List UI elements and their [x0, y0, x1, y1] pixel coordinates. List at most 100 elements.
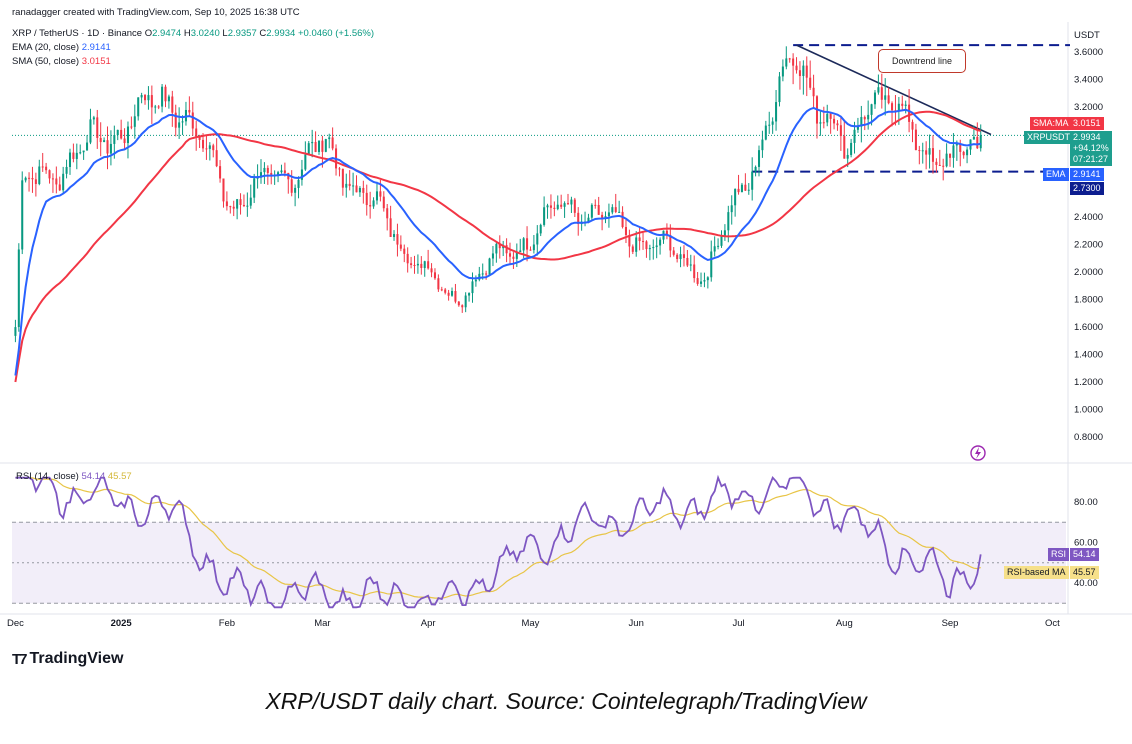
candle-body [65, 166, 68, 174]
candle-body [348, 183, 351, 187]
candle-body [836, 123, 839, 126]
candle-body [386, 208, 389, 219]
candle-body [474, 279, 477, 282]
candle-body [853, 129, 856, 143]
candle-body [519, 250, 522, 253]
downtrend-label: Downtrend line [891, 56, 953, 66]
candle-body [294, 187, 297, 193]
candle-body [328, 137, 331, 140]
candle-body [215, 150, 218, 167]
candle-body [952, 145, 955, 158]
candle-body [198, 136, 201, 140]
candle-body [659, 239, 662, 246]
candle-body [461, 305, 464, 308]
candle-body [669, 235, 672, 251]
tradingview-logo[interactable]: T7 TradingView [12, 650, 123, 668]
ema-value-badge: 2.9141 [1070, 168, 1104, 181]
price-tick-label: 1.0000 [1074, 405, 1103, 416]
close-value: 2.9934 [266, 28, 296, 39]
candle-body [290, 179, 293, 193]
candle-body [976, 136, 979, 149]
candle-body [570, 199, 573, 205]
candle-body [242, 204, 245, 206]
candle-body [324, 139, 327, 152]
sma-legend[interactable]: SMA (50, close) 3.0151 [12, 56, 111, 67]
change-value: +0.0460 (+1.56%) [297, 28, 375, 39]
candle-body [191, 112, 194, 129]
open-label: O [144, 28, 153, 39]
candle-body [689, 264, 692, 266]
rsi-legend-label: RSI (14, close) [16, 471, 79, 482]
candle-body [140, 95, 143, 98]
candle-body [768, 124, 771, 126]
candle-body [839, 125, 842, 137]
candle-body [427, 261, 430, 269]
candle-body [566, 203, 570, 205]
support-badge: 2.7300 [1070, 182, 1104, 195]
time-tick-label: Oct [1045, 618, 1060, 629]
candle-body [515, 252, 518, 259]
candle-body [638, 237, 641, 242]
time-tick-label: Jun [629, 618, 644, 629]
candle-body [597, 205, 600, 215]
candle-body [399, 244, 402, 249]
candle-body [277, 172, 280, 176]
sma-value-badge: 3.0151 [1070, 117, 1104, 130]
candles [14, 46, 982, 343]
moving-averages [14, 106, 981, 383]
rsi-legend-value: 54.14 [81, 471, 106, 482]
candle-body [246, 205, 249, 207]
price-tick-label: 3.6000 [1074, 47, 1103, 58]
candle-body [440, 289, 443, 291]
candle-body [877, 87, 880, 93]
candle-body [908, 104, 911, 122]
candle-body [253, 178, 256, 198]
candle-body [126, 126, 129, 144]
candle-body [672, 250, 675, 255]
candle-body [358, 187, 361, 193]
candle-body [116, 129, 119, 136]
candle-body [706, 277, 709, 281]
candle-body [761, 139, 764, 151]
candle-body [754, 166, 757, 172]
ema-legend-label: EMA (20, close) [12, 42, 80, 53]
candle-body [130, 126, 133, 128]
candle-body [369, 205, 372, 207]
candle-body [747, 189, 750, 191]
candle-body [352, 185, 355, 187]
candle-body [161, 86, 164, 107]
candle-body [949, 153, 952, 158]
candle-body [430, 268, 433, 273]
candle-body [911, 121, 914, 130]
candle-body [45, 166, 48, 171]
candle-body [201, 139, 205, 149]
rsi-pane [12, 474, 1066, 609]
candle-body [604, 216, 607, 218]
candle-body [505, 245, 508, 254]
lightning-icon-ring [970, 445, 986, 461]
candle-body [734, 188, 737, 206]
candle-body [887, 95, 890, 104]
candle-body [710, 251, 713, 278]
downtrend-line [796, 44, 992, 136]
candle-body [884, 95, 887, 100]
candle-body [730, 205, 733, 213]
rsi-value-badge: 54.14 [1070, 548, 1099, 561]
candle-body [556, 204, 559, 209]
time-tick-label: May [521, 618, 539, 629]
candle-body [393, 234, 396, 237]
candle-body [553, 207, 556, 209]
rsi-legend[interactable]: RSI (14, close) 54.14 45.57 [16, 471, 132, 482]
candle-body [785, 58, 788, 67]
candle-body [703, 280, 706, 282]
candle-body [955, 143, 958, 146]
candle-body [931, 148, 934, 162]
candle-body [546, 205, 549, 208]
candle-body [795, 65, 798, 71]
ema-legend[interactable]: EMA (20, close) 2.9141 [12, 42, 111, 53]
candle-body [744, 184, 747, 191]
rsi-tick-label: 80.00 [1074, 497, 1098, 508]
candle-body [481, 273, 484, 275]
candle-body [447, 292, 450, 296]
price-badge-countdown: 07:21:27 [1073, 154, 1109, 164]
